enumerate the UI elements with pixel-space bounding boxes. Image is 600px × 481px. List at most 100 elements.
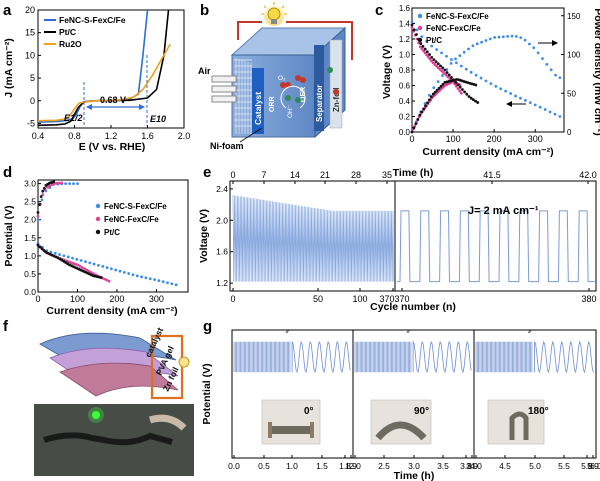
panel-c-voltage-point-0	[494, 84, 498, 88]
e10-label: E10	[150, 114, 166, 124]
panel-c-xtick-label: 300	[528, 134, 543, 144]
panel-c-ytick-label: 0.0	[399, 128, 411, 137]
panel-c-power-point-0	[475, 42, 479, 46]
panel-a-ytick-label: -5	[27, 118, 35, 128]
wire-right	[286, 21, 353, 60]
panel-c-voltage-point-0	[450, 58, 453, 61]
panel-c-voltage-point-2	[456, 83, 460, 87]
panel-c-power-point-2	[441, 82, 445, 86]
panel-a-xtick-label: 1.2	[105, 131, 118, 141]
panel-e-ylabel: Voltage (V)	[198, 209, 210, 263]
panel-g-xtick-label: 4.0	[470, 461, 482, 471]
panel-c-voltage-point-2	[454, 81, 458, 84]
panel-g-xtick-label: 1.5	[316, 461, 328, 471]
panel-c-voltage-point-1	[417, 41, 420, 45]
panel-e-top-tick-label: 42.0	[579, 170, 597, 180]
panel-c-legend: FeNC-S-FexC/Fe FeNC-FexC/Fe Pt/C	[417, 12, 489, 45]
panel-c-power-point-0	[462, 50, 466, 54]
panel-c-power-point-0	[454, 57, 457, 61]
panel-c-voltage-point-0	[519, 96, 522, 100]
ni-foam-grid	[234, 58, 252, 134]
panel-e-top-tick-label: 28	[351, 170, 361, 180]
panel-c-voltage-point-0	[454, 61, 458, 65]
panel-e-xtick-label: 0	[230, 294, 235, 304]
panel-g-axis-break-1: ⁄⁄	[406, 326, 412, 335]
panel-e-xtick-label: 100	[352, 294, 367, 304]
panel-c-power-point-2	[420, 110, 424, 114]
panel-g-xtick-label: 3.0	[408, 461, 420, 471]
panel-c-legend-swatch-2	[417, 37, 423, 43]
photo-led-glow	[88, 407, 104, 423]
panel-c-y2tick-label: 0	[567, 128, 572, 137]
panel-c-voltage-point-0	[425, 39, 429, 43]
panel-d-discharge-point-0	[140, 275, 144, 279]
panel-c-voltage-point-0	[528, 101, 532, 105]
panel-c-voltage-point-1	[459, 91, 463, 95]
panel-g-zoom-trace-1	[412, 340, 472, 374]
bend-angle-180: 180°	[528, 406, 549, 417]
panel-c-voltage-point-2	[430, 55, 434, 59]
panel-c-power-point-0	[488, 37, 492, 41]
wire-left	[237, 21, 262, 40]
ni-foam-text: Ni-foam	[210, 141, 244, 151]
cell-front	[231, 54, 316, 138]
panel-d-discharge-point-0	[75, 257, 79, 261]
bend-photo-180-device	[509, 411, 529, 440]
panel-d-discharge-point-1	[89, 271, 93, 274]
panel-c-power-point-0	[554, 73, 557, 77]
panel-c-ytick-label: 1.2	[399, 35, 411, 44]
panel-c-ylabel: Voltage (V)	[381, 45, 393, 99]
panel-c-voltage-point-0	[469, 70, 473, 74]
panel-c-power-point-0	[471, 44, 475, 48]
panel-d-discharge-point-0	[135, 274, 139, 278]
panel-d-discharge-point-1	[69, 261, 73, 265]
panel-c-power-point-2	[426, 101, 429, 105]
panel-c-voltage-point-1	[425, 53, 429, 57]
panel-d-legend-label-1: FeNC-FexC/Fe	[104, 215, 159, 224]
panel-g-xtick-label: 0.0	[228, 461, 240, 471]
panel-c-voltage-point-0	[410, 20, 414, 24]
panel-c-voltage-point-0	[553, 112, 557, 116]
photo-battery-right	[103, 432, 173, 446]
panel-c-voltage-point-2	[465, 92, 469, 96]
panel-c-voltage-point-2	[441, 66, 445, 70]
panel-d-discharge-point-2	[40, 247, 44, 251]
panel-d-ytick-label: 0.0	[24, 287, 36, 297]
panel-c-voltage-point-0	[445, 54, 448, 58]
panel-g-voltage-trace: ⁄⁄ ⁄⁄ ⁄⁄	[233, 326, 594, 374]
panel-d-charge-point-1	[50, 183, 54, 186]
panel-d-label: d	[3, 164, 12, 181]
panel-c-voltage-point-1	[458, 89, 462, 93]
panel-g-ylabel: Potential (V)	[201, 363, 213, 424]
zn-foil-text: Zn-foil	[332, 88, 341, 112]
panel-c-power-point-0	[536, 51, 540, 55]
panel-c-power-point-0	[532, 46, 536, 50]
panel-b-label: b	[200, 2, 209, 19]
panel-d-charge-point-1	[36, 214, 40, 218]
panel-c-ytick-label: 1.6	[399, 4, 411, 13]
panel-d-legend-label-0: FeNC-S-FexC/Fe	[104, 202, 167, 211]
panel-c-power-point-2	[437, 86, 441, 90]
panel-c-voltage-point-0	[415, 28, 419, 32]
photo-battery-left	[43, 432, 105, 443]
panel-c-power-point-0	[506, 35, 510, 38]
panel-c-xlabel: Current density (mA cm⁻²)	[422, 146, 553, 158]
panel-c-voltage-point-1	[430, 59, 434, 63]
panel-d-discharge-point-2	[38, 245, 42, 249]
e-half-label: E1/2	[64, 113, 83, 123]
panel-e-voltage-trace	[232, 195, 596, 283]
panel-d-charge-point-2	[39, 195, 43, 199]
panel-c-power-point-2	[414, 122, 418, 126]
panel-d-ytick-label: 0.5	[24, 269, 36, 279]
panel-e-ytick-label: 2.0	[216, 215, 228, 225]
panel-a-legend-label-2: Ru2O	[59, 39, 82, 49]
panel-c-xtick-label: 0	[409, 134, 414, 144]
panel-d-discharge-point-2	[36, 243, 40, 247]
panel-g-xtick-label: 5.5	[558, 461, 570, 471]
panel-c-voltage-point-2	[471, 98, 475, 102]
panel-a-ytick-label: 0	[30, 96, 35, 106]
panel-a-series-line-0	[38, 10, 149, 123]
panel-e-top-tick-label: 21	[320, 170, 330, 180]
panel-a-ytick-label: 15	[25, 28, 35, 38]
